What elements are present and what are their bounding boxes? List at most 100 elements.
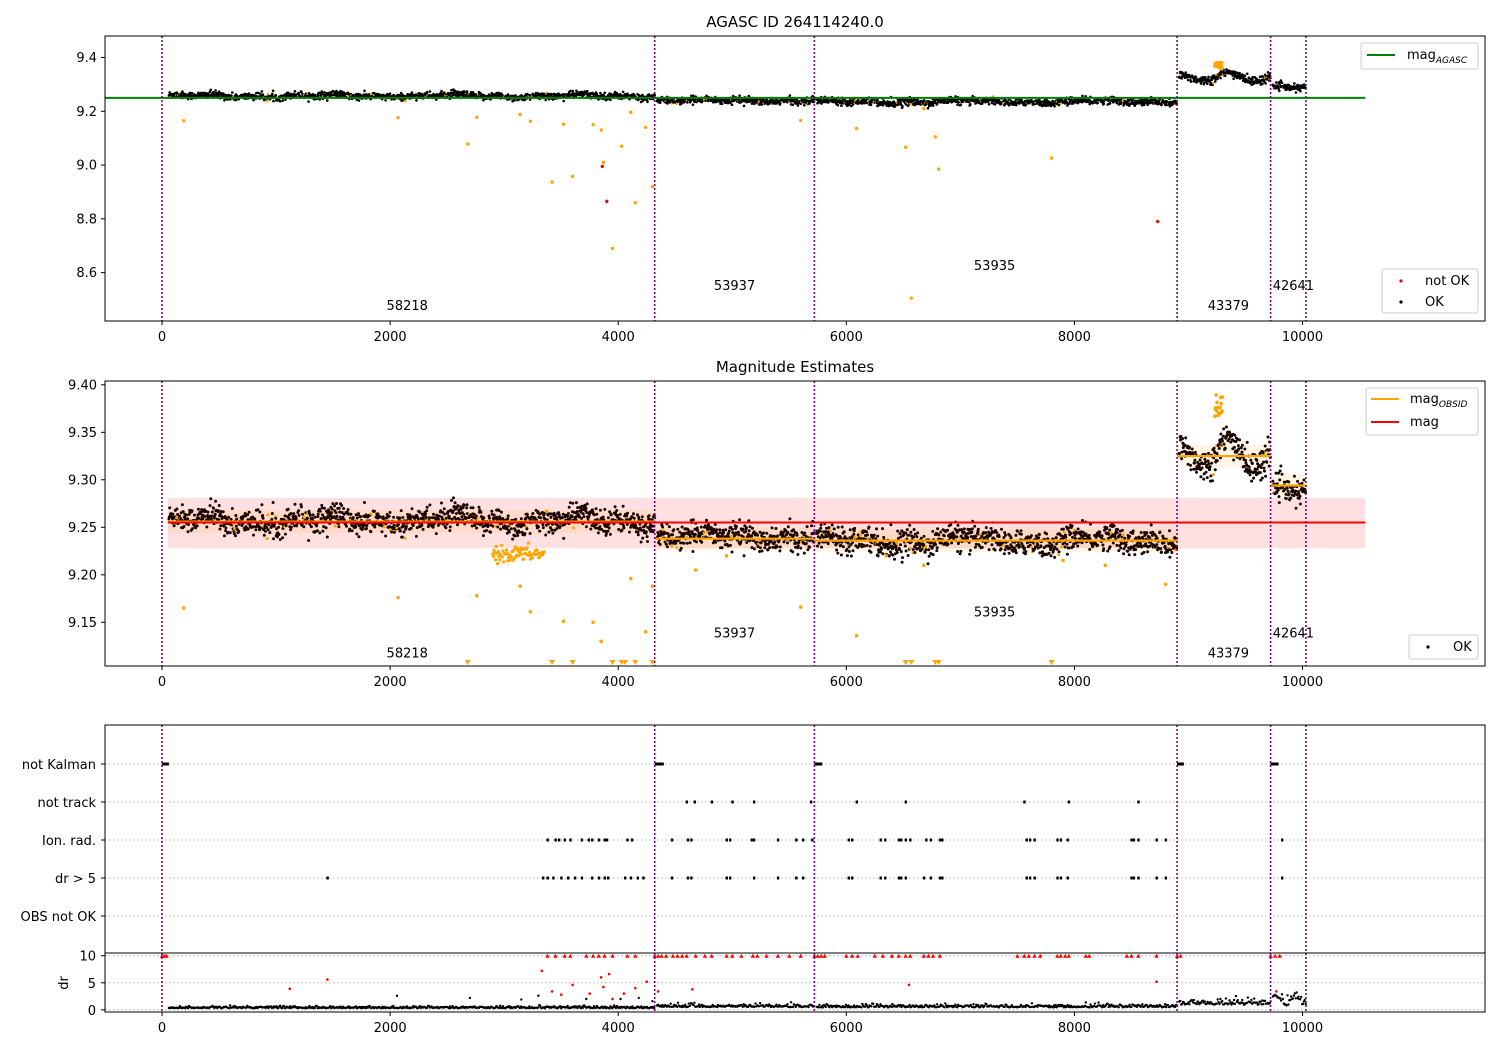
data-point-ok	[428, 90, 432, 93]
data-point-ok	[744, 530, 748, 534]
data-point-ok	[796, 553, 800, 556]
data-point-ok	[709, 99, 713, 103]
data-point-ok	[970, 530, 974, 534]
data-point-ok	[644, 530, 648, 534]
data-point-ok	[482, 516, 486, 520]
data-point-ok	[507, 530, 511, 534]
data-point-ok	[984, 531, 988, 535]
data-point-ok	[922, 99, 926, 102]
data-point-outlier	[550, 180, 554, 184]
data-point-ok	[246, 527, 250, 531]
data-point-ok	[661, 525, 665, 529]
data-point-ok	[695, 526, 699, 530]
data-point-ok	[571, 501, 575, 505]
data-point-estimate	[266, 93, 270, 96]
data-point-ok	[388, 511, 392, 514]
data-point-ok	[425, 505, 429, 509]
data-point-outlier	[599, 128, 603, 132]
data-point-ok	[415, 99, 418, 102]
data-point-ok	[448, 529, 452, 533]
data-point-ok	[869, 103, 873, 107]
data-point-outlier	[629, 110, 633, 115]
data-point-ok	[271, 92, 274, 96]
obsid-label: 53937	[714, 279, 755, 294]
data-point-ok	[685, 541, 689, 545]
panel-magnitude-estimates-title: Magnitude Estimates	[716, 358, 874, 376]
data-point-ok	[791, 550, 795, 554]
data-point-ok	[1199, 82, 1203, 85]
legend-not-ok-marker	[1399, 279, 1403, 283]
data-point-ok	[490, 509, 494, 513]
data-point-ok	[615, 509, 619, 512]
data-point-ok	[782, 540, 786, 544]
data-point-estimate	[369, 92, 373, 96]
data-point-ok	[720, 546, 724, 550]
data-point-ok	[966, 536, 970, 540]
data-point-ok	[528, 532, 532, 535]
data-point-ok	[745, 541, 749, 544]
data-point-ok	[574, 501, 578, 505]
data-point-ok	[184, 513, 188, 517]
data-point-ok	[742, 554, 746, 558]
data-point-ok	[820, 545, 823, 549]
data-point-ok	[674, 541, 678, 545]
data-point-ok	[1238, 71, 1241, 75]
data-point-outlier	[475, 115, 479, 119]
data-point-ok	[935, 102, 939, 105]
data-point-estimate	[333, 524, 337, 528]
data-point-ok	[603, 507, 607, 511]
data-point-ok	[448, 516, 451, 520]
data-point-ok	[906, 554, 910, 557]
data-point-ok	[882, 535, 886, 539]
data-point-ok	[325, 535, 329, 539]
data-point-ok	[337, 525, 341, 529]
data-point-ok	[541, 526, 545, 530]
data-point-ok	[398, 516, 402, 520]
data-point-ok	[305, 516, 309, 520]
data-point-ok	[924, 102, 928, 106]
data-point-ok	[666, 532, 670, 536]
data-point-ok	[1186, 78, 1190, 82]
data-point-ok	[693, 532, 697, 536]
data-point-ok	[647, 517, 651, 521]
data-point-ok	[846, 104, 849, 108]
data-point-ok	[646, 540, 649, 543]
data-point-ok	[1241, 73, 1244, 76]
data-point-ok	[355, 98, 359, 101]
data-point-ok	[302, 525, 306, 529]
data-point-ok	[672, 528, 676, 532]
data-point-ok	[758, 546, 762, 550]
data-point-ok	[658, 542, 662, 546]
panel-agasc-legend-lower: not OK OK	[1381, 268, 1479, 314]
data-point-ok	[399, 91, 403, 95]
data-point-ok	[299, 505, 303, 509]
data-point-ok	[509, 527, 513, 531]
data-point-ok	[987, 102, 991, 106]
panel-agasc-legend-upper: magAGASC	[1360, 42, 1479, 70]
data-point-ok	[561, 516, 564, 520]
data-point-ok	[372, 509, 376, 513]
obsid-label: 43379	[1208, 299, 1249, 314]
data-point-ok	[714, 540, 718, 544]
data-point-ok	[808, 545, 811, 549]
data-point-ok	[974, 545, 977, 549]
data-point-ok	[311, 93, 315, 96]
data-point-outlier	[909, 296, 914, 300]
data-point-ok	[946, 542, 950, 546]
data-point-ok	[473, 523, 477, 527]
data-point-ok	[496, 525, 500, 529]
data-point-ok	[912, 528, 916, 531]
data-point-ok	[228, 531, 232, 535]
y-tick-label: 8.6	[76, 266, 97, 281]
data-point-ok	[274, 516, 278, 520]
data-point-ok	[261, 514, 265, 517]
data-point-estimate	[909, 546, 912, 550]
data-point-ok	[293, 90, 297, 93]
data-point-ok	[931, 553, 935, 557]
data-point-ok	[639, 540, 643, 544]
data-point-ok	[396, 523, 400, 527]
data-point-ok	[477, 505, 481, 509]
data-point-ok	[432, 512, 435, 516]
data-point-ok	[471, 506, 475, 510]
data-point-ok	[525, 527, 529, 531]
